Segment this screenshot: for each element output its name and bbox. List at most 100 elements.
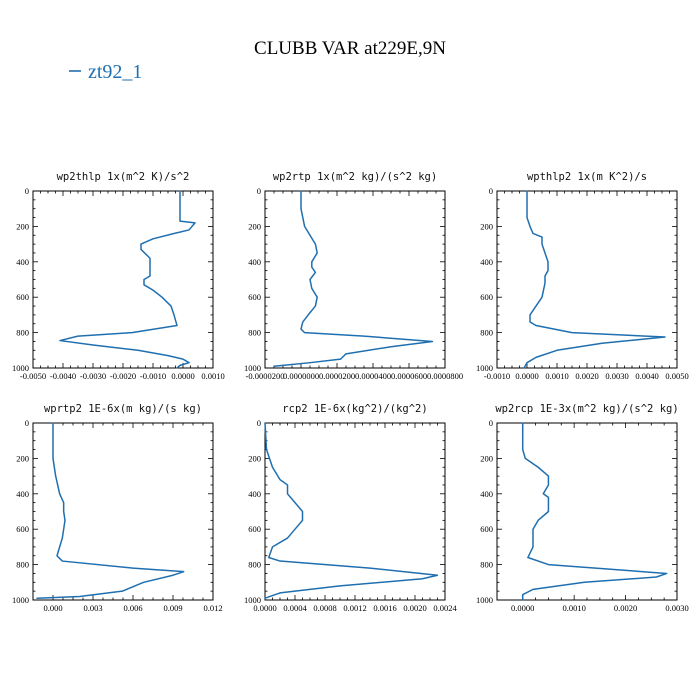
x-tick-label: 0.0012 — [343, 603, 366, 613]
y-tick-label: 1000 — [476, 363, 493, 373]
y-tick-label: 800 — [16, 560, 29, 570]
x-tick-label: -0.0010 — [140, 371, 166, 381]
y-tick-label: 600 — [16, 292, 29, 302]
y-tick-label: 0 — [489, 186, 493, 196]
chart-panel-1: wp2thlp 1x(m^2 K)/s^202004006008001000-0… — [12, 171, 225, 381]
x-tick-label: 0.0000 — [253, 603, 276, 613]
series-line-zt92_1 — [36, 422, 185, 599]
x-tick-label: 0.0024 — [433, 603, 457, 613]
x-tick-label: 0.006 — [123, 603, 142, 613]
legend: zt92_1 — [69, 61, 142, 83]
x-tick-label: -0.0000200 — [246, 371, 285, 381]
y-tick-label: 1000 — [12, 595, 29, 605]
y-tick-label: 800 — [480, 328, 493, 338]
x-tick-label: 0.0010 — [201, 371, 224, 381]
x-tick-label: 0.0040 — [635, 371, 658, 381]
y-tick-label: 1000 — [12, 363, 29, 373]
panel-title: wpthlp2 1x(m K^2)/s — [527, 171, 647, 183]
x-tick-label: -0.0020 — [110, 371, 136, 381]
y-tick-label: 400 — [480, 489, 493, 499]
legend-entry-label: zt92_1 — [88, 61, 142, 83]
y-tick-label: 1000 — [476, 595, 493, 605]
x-tick-label: 0.0000 — [511, 603, 534, 613]
panel-grid: wp2thlp 1x(m^2 K)/s^202004006008001000-0… — [12, 171, 689, 613]
y-tick-label: 800 — [248, 560, 261, 570]
x-tick-label: 0.009 — [163, 603, 182, 613]
x-tick-label: -0.0050 — [20, 371, 46, 381]
y-tick-label: 200 — [248, 453, 261, 463]
x-tick-label: 0.0030 — [665, 603, 688, 613]
y-tick-label: 600 — [248, 524, 261, 534]
x-tick-label: 0.0000800 — [427, 371, 463, 381]
y-tick-label: 400 — [16, 489, 29, 499]
y-tick-label: 0 — [257, 186, 261, 196]
y-tick-label: 0 — [489, 418, 493, 428]
panel-title: rcp2 1E-6x(kg^2)/(kg^2) — [282, 403, 427, 415]
plot-frame — [32, 190, 214, 369]
y-tick-label: 400 — [248, 489, 261, 499]
y-tick-label: 600 — [480, 524, 493, 534]
y-tick-label: 600 — [480, 292, 493, 302]
x-tick-label: -0.0010 — [484, 371, 510, 381]
y-tick-label: 400 — [248, 257, 261, 267]
x-tick-label: -0.0040 — [50, 371, 76, 381]
series-line-zt92_1 — [273, 190, 434, 367]
y-tick-label: 200 — [480, 221, 493, 231]
x-tick-label: 0.0000000 — [283, 371, 319, 381]
x-tick-label: 0.0010 — [545, 371, 568, 381]
x-tick-label: 0.000 — [43, 603, 62, 613]
y-tick-label: 200 — [248, 221, 261, 231]
y-tick-label: 0 — [25, 418, 29, 428]
y-tick-label: 800 — [248, 328, 261, 338]
x-tick-label: 0.0000 — [171, 371, 194, 381]
chart-panel-6: wp2rcp 1E-3x(m^2 kg)/(s^2 kg)0 200 400 600 8… — [476, 403, 689, 613]
y-tick-label: 600 — [248, 292, 261, 302]
x-tick-label: 0.0030 — [605, 371, 628, 381]
panel-title: wp2rcp 1E-3x(m^2 kg)/(s^2 kg) — [495, 403, 678, 415]
panel-title: wp2thlp 1x(m^2 K)/s^2 — [57, 171, 190, 183]
x-tick-label: 0.0000 — [515, 371, 538, 381]
y-tick-label: 200 — [480, 453, 493, 463]
plot-frame — [496, 422, 678, 601]
x-tick-label: 0.0020 — [575, 371, 598, 381]
plot-frame — [264, 190, 446, 369]
x-tick-label: 0.0020 — [403, 603, 426, 613]
chart-panel-4: wprtp2 1E-6x(m kg)/(s kg) 0 200 400 600 800 10… — [12, 403, 223, 613]
y-tick-label: 0 — [257, 418, 261, 428]
plot-frame — [496, 190, 678, 369]
x-tick-label: 0.0000400 — [355, 371, 391, 381]
y-tick-label: 400 — [16, 257, 29, 267]
x-tick-label: 0.0020 — [614, 603, 637, 613]
x-tick-label: 0.0016 — [373, 603, 396, 613]
x-tick-label: -0.0030 — [80, 371, 106, 381]
y-tick-label: 200 — [16, 453, 29, 463]
y-tick-label: 800 — [16, 328, 29, 338]
y-tick-label: 0 — [25, 186, 29, 196]
y-tick-label: 200 — [16, 221, 29, 231]
y-tick-label: 800 — [480, 560, 493, 570]
panel-title: wprtp2 1E-6x(m kg)/(s kg) — [44, 403, 202, 415]
chart-panel-2: wp2rtp 1x(m^2 kg)/(s^2 kg) 0 200 400 600 800 1… — [244, 171, 463, 381]
series-line-zt92_1 — [523, 190, 666, 369]
figure-title: CLUBB VAR at229E,9N — [254, 38, 446, 59]
y-tick-label: 1000 — [244, 363, 261, 373]
series-line-zt92_1 — [521, 422, 668, 601]
y-tick-label: 600 — [16, 524, 29, 534]
x-tick-label: 0.012 — [203, 603, 222, 613]
plot-frame — [32, 422, 214, 601]
x-tick-label: 0.0010 — [562, 603, 585, 613]
y-tick-label: 400 — [480, 257, 493, 267]
chart-panel-3: wpthlp2 1x(m K^2)/s 0 200 400 600 800 1000-0.0… — [476, 171, 689, 381]
x-tick-label: 0.0050 — [665, 371, 688, 381]
panel-title: wp2rtp 1x(m^2 kg)/(s^2 kg) — [273, 171, 437, 183]
x-tick-label: 0.0000600 — [391, 371, 427, 381]
x-tick-label: 0.0000200 — [319, 371, 355, 381]
x-tick-label: 0.003 — [83, 603, 102, 613]
chart-panel-5: rcp2 1E-6x(kg^2)/(kg^2) 0 200 400 600 800 1000… — [244, 403, 457, 613]
series-line-zt92_1 — [264, 422, 439, 599]
x-tick-label: 0.0004 — [283, 603, 307, 613]
y-tick-label: 1000 — [244, 595, 261, 605]
series-line-zt92_1 — [59, 190, 196, 369]
x-tick-label: 0.0008 — [313, 603, 336, 613]
